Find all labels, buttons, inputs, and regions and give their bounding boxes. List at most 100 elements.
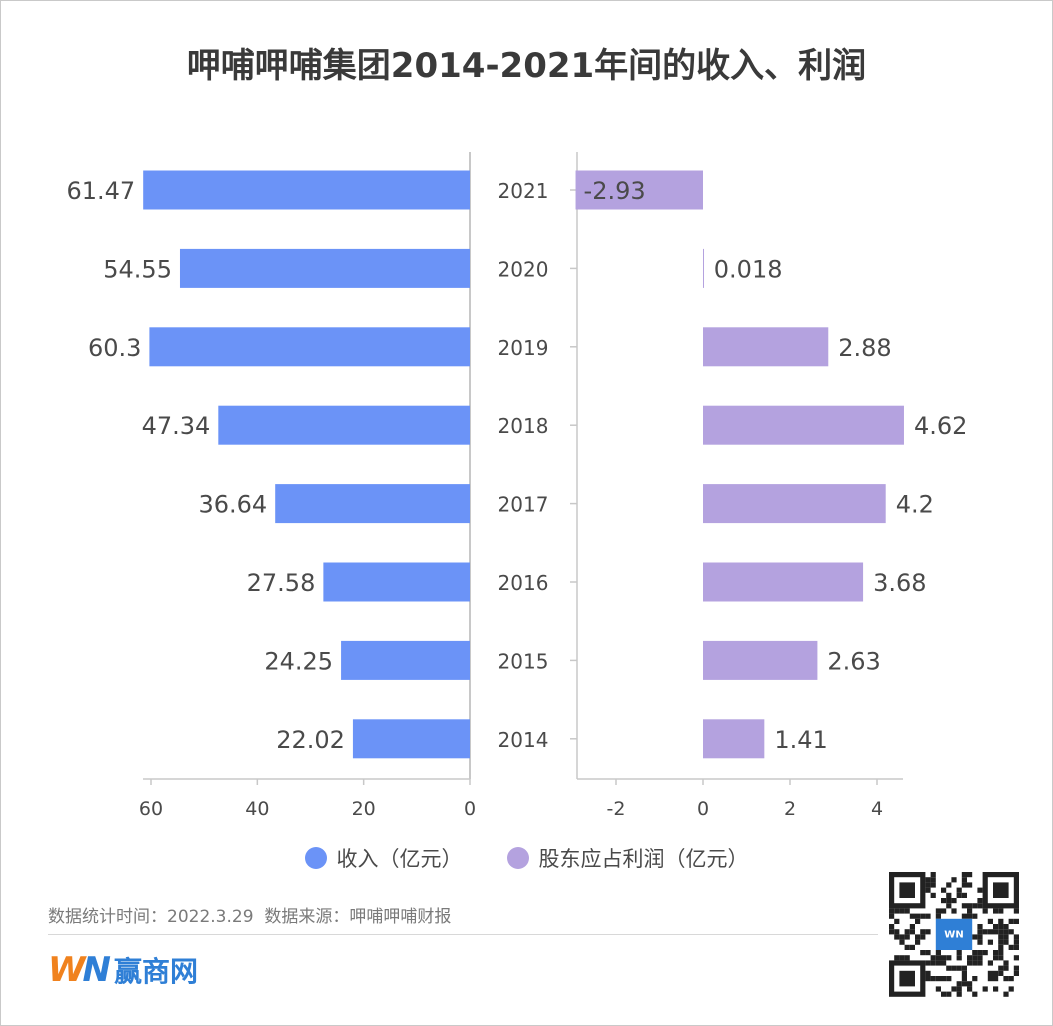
- logo-mark-w: W: [48, 950, 85, 990]
- profit-label-2020: 0.018: [714, 255, 783, 283]
- qr-module: [967, 981, 973, 987]
- qr-module: [935, 960, 941, 966]
- profit-bar-2014: [703, 719, 765, 759]
- revenue-label-2016: 27.58: [247, 569, 316, 597]
- qr-module: [972, 913, 978, 919]
- qr-module: [909, 944, 915, 950]
- qr-module: [977, 898, 983, 904]
- qr-module: [972, 903, 978, 909]
- qr-module: [1008, 944, 1014, 950]
- profit-bar-2015: [703, 640, 818, 680]
- qr-module: [935, 955, 941, 961]
- qr-module: [967, 955, 973, 961]
- qr-module: [904, 929, 910, 935]
- qr-module: [998, 908, 1004, 914]
- qr-module: [941, 955, 947, 961]
- qr-module: [946, 976, 952, 982]
- qr-module: [956, 981, 962, 987]
- qr-module: [993, 950, 999, 956]
- qr-module: [946, 892, 952, 898]
- year-label-2014: 2014: [498, 728, 549, 752]
- qr-module: [993, 986, 999, 992]
- qr-module: [915, 918, 921, 924]
- qr-module: [951, 986, 957, 992]
- qr-module: [1013, 944, 1019, 950]
- qr-module: [904, 944, 910, 950]
- qr-module: [930, 976, 936, 982]
- qr-module: [977, 934, 983, 940]
- qr-module: [1008, 976, 1014, 982]
- qr-module: [930, 877, 936, 883]
- logo-mark-n: N: [82, 950, 112, 990]
- legend-item-profit[interactable]: 股东应占利润（亿元）: [506, 843, 749, 873]
- left-xtick-label-0: 0: [464, 798, 476, 820]
- qr-module: [967, 872, 973, 878]
- qr-module: [951, 908, 957, 914]
- qr-module: [1013, 970, 1019, 976]
- qr-module: [961, 903, 967, 909]
- left-xtick-label-40: 40: [245, 798, 269, 820]
- qr-module: [956, 950, 962, 956]
- qr-module: [925, 887, 931, 893]
- qr-module: [1003, 934, 1009, 940]
- revenue-bar-2017: [275, 484, 470, 524]
- revenue-bar-2015: [341, 640, 470, 680]
- qr-module: [977, 887, 983, 893]
- qr-module: [961, 970, 967, 976]
- qr-module: [967, 882, 973, 888]
- year-label-2017: 2017: [498, 493, 549, 517]
- qr-module: [987, 918, 993, 924]
- revenue-label-2020: 54.55: [103, 255, 172, 283]
- qr-module: [972, 950, 978, 956]
- revenue-label-2015: 24.25: [264, 647, 333, 675]
- qr-module: [977, 924, 983, 930]
- qr-module: [925, 950, 931, 956]
- qr-module: [946, 965, 952, 971]
- right-xtick-label-2: 2: [784, 798, 796, 820]
- qr-module: [930, 872, 936, 878]
- year-label-2016: 2016: [498, 571, 549, 595]
- qr-module: [925, 960, 931, 966]
- qr-module: [998, 929, 1004, 935]
- qr-module: [956, 986, 962, 992]
- qr-module: [1003, 929, 1009, 935]
- legend-dot-revenue: [304, 847, 327, 869]
- qr-module: [1013, 965, 1019, 971]
- qr-finder-inner: [899, 970, 915, 987]
- qr-module: [1003, 960, 1009, 966]
- qr-module: [987, 976, 993, 982]
- qr-module: [941, 887, 947, 893]
- qr-module: [904, 934, 910, 940]
- profit-bar-2019: [703, 327, 829, 367]
- footer-source: 数据统计时间：2022.3.29 数据来源：呷哺呷哺财报: [48, 907, 452, 927]
- revenue-label-2021: 61.47: [66, 177, 135, 205]
- brand-logo[interactable]: WN 赢商网: [48, 950, 198, 990]
- qr-module: [909, 924, 915, 930]
- qr-module: [993, 955, 999, 961]
- qr-module: [951, 877, 957, 883]
- qr-module: [941, 898, 947, 904]
- profit-bar-2018: [703, 405, 904, 445]
- legend-item-revenue[interactable]: 收入（亿元）: [304, 843, 463, 873]
- qr-module: [951, 898, 957, 904]
- qr-module: [899, 955, 905, 961]
- qr-module: [967, 903, 973, 909]
- qr-module: [1003, 939, 1009, 945]
- qr-module: [998, 950, 1004, 956]
- qr-module: [899, 934, 905, 940]
- qr-module: [956, 955, 962, 961]
- qr-module: [1003, 924, 1009, 930]
- qr-module: [1013, 908, 1019, 914]
- qr-module: [977, 950, 983, 956]
- profit-label-2017: 4.2: [896, 491, 934, 519]
- qr-module: [987, 960, 993, 966]
- qr-module: [920, 913, 926, 919]
- qr-module: [941, 960, 947, 966]
- qr-module: [915, 939, 921, 945]
- qr-module: [967, 986, 973, 992]
- qr-module: [904, 908, 910, 914]
- qr-module: [998, 939, 1004, 945]
- qr-module: [972, 991, 978, 997]
- profit-bar-2020: [703, 248, 704, 288]
